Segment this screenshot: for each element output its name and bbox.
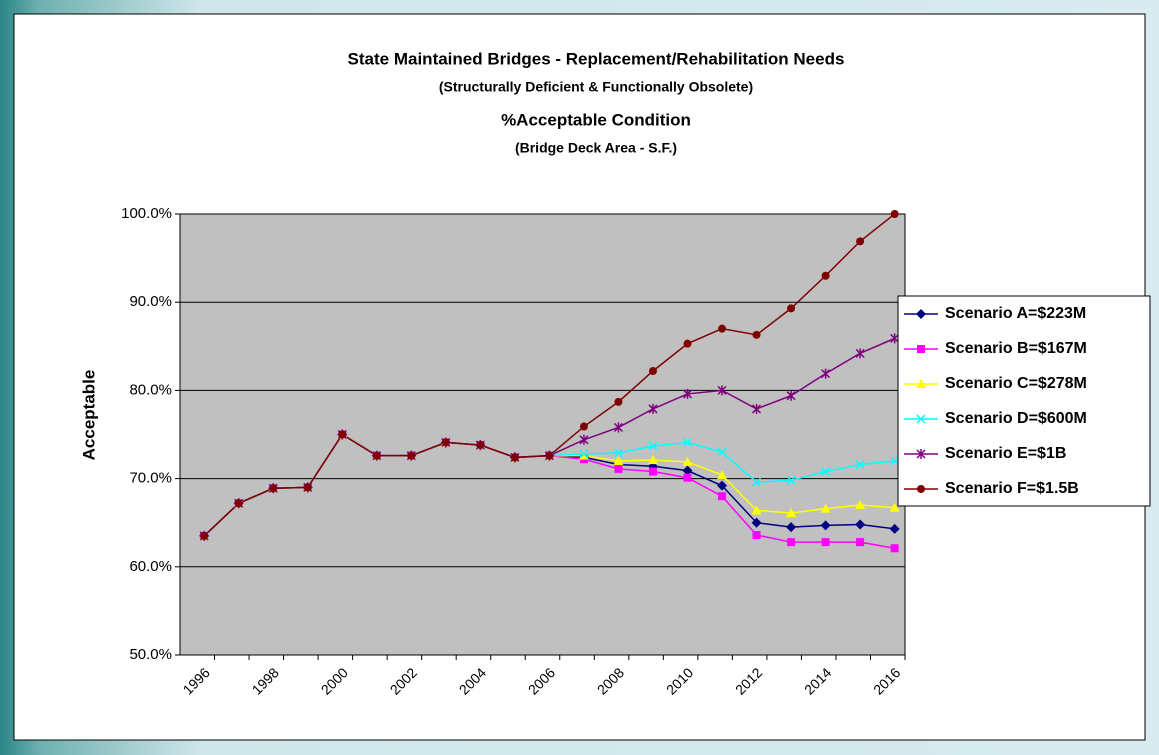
data-point — [752, 477, 762, 487]
legend-marker — [916, 379, 926, 388]
data-point — [648, 441, 658, 451]
data-point — [752, 330, 761, 339]
data-point — [682, 437, 693, 447]
data-point — [855, 348, 865, 359]
data-point — [752, 403, 762, 414]
data-point — [683, 339, 692, 348]
data-point — [718, 324, 727, 333]
data-point — [613, 422, 623, 433]
data-point — [614, 397, 623, 406]
data-point — [751, 517, 762, 528]
legend-marker — [916, 449, 926, 459]
y-tick-label: 100.0% — [121, 205, 172, 222]
data-point — [820, 520, 831, 531]
data-point — [648, 366, 657, 375]
data-point — [786, 507, 797, 517]
data-point — [787, 538, 796, 547]
y-tick-label: 60.0% — [129, 558, 172, 575]
y-tick-label: 50.0% — [129, 646, 172, 663]
data-point — [855, 459, 865, 470]
data-point — [372, 451, 381, 460]
data-point — [200, 531, 209, 540]
data-point — [821, 368, 831, 379]
legend-label: Scenario A=$223M — [945, 305, 1086, 322]
legend-marker — [917, 345, 925, 353]
legend-box — [897, 295, 1151, 507]
legend-marker — [917, 485, 925, 493]
legend-label: Scenario F=$1.5B — [945, 480, 1079, 497]
data-point — [234, 499, 243, 508]
data-point — [648, 467, 657, 476]
data-point — [338, 430, 347, 439]
data-point — [751, 505, 762, 515]
data-point — [613, 455, 624, 465]
data-point — [441, 438, 450, 447]
data-point — [647, 455, 658, 465]
data-point — [752, 531, 761, 540]
chart-subtitle: (Structurally Deficient & Functionally O… — [439, 79, 753, 95]
data-point — [717, 385, 727, 396]
data-point — [786, 475, 796, 485]
data-point — [786, 522, 797, 533]
legend-label: Scenario C=$278M — [945, 375, 1087, 392]
data-point — [717, 447, 727, 457]
data-point — [683, 473, 692, 482]
y-tick-label: 80.0% — [129, 381, 172, 398]
legend-label: Scenario D=$600M — [945, 410, 1087, 427]
data-point — [613, 448, 623, 458]
data-point — [269, 484, 278, 493]
data-point — [821, 467, 831, 477]
legend-marker — [916, 414, 926, 424]
data-point — [682, 456, 693, 466]
data-point — [821, 271, 830, 280]
data-point — [890, 544, 899, 553]
data-point — [476, 441, 485, 450]
data-point — [648, 403, 658, 414]
data-point — [545, 451, 554, 460]
data-point — [856, 538, 865, 547]
legend-label: Scenario E=$1B — [945, 445, 1066, 462]
data-point — [717, 470, 728, 480]
data-point — [510, 453, 519, 462]
data-point — [717, 480, 728, 491]
data-point — [856, 237, 865, 246]
chart-subtitle: (Bridge Deck Area - S.F.) — [515, 140, 677, 156]
chart-title: State Maintained Bridges - Replacement/R… — [348, 49, 845, 68]
data-point — [855, 519, 866, 530]
data-point — [786, 390, 796, 401]
y-axis-label: Acceptable — [79, 370, 98, 461]
plot-area — [179, 213, 906, 656]
data-point — [855, 500, 866, 510]
data-point — [889, 523, 900, 534]
data-point — [821, 538, 830, 547]
data-point — [579, 422, 588, 431]
data-point — [303, 483, 312, 492]
data-point — [890, 333, 900, 344]
chart-subtitle: %Acceptable Condition — [501, 110, 691, 129]
y-tick-label: 90.0% — [129, 293, 172, 310]
data-point — [890, 210, 899, 218]
data-point — [579, 434, 589, 445]
data-point — [682, 465, 693, 476]
data-point — [614, 464, 623, 473]
data-point — [579, 449, 589, 459]
data-point — [718, 492, 727, 501]
legend-label: Scenario B=$167M — [945, 340, 1087, 357]
y-tick-label: 70.0% — [129, 470, 172, 487]
data-point — [682, 388, 693, 399]
data-point — [407, 451, 416, 460]
data-point — [890, 456, 900, 466]
legend-marker — [916, 309, 926, 319]
data-point — [787, 304, 796, 313]
data-point — [820, 503, 831, 513]
data-point — [889, 502, 900, 512]
